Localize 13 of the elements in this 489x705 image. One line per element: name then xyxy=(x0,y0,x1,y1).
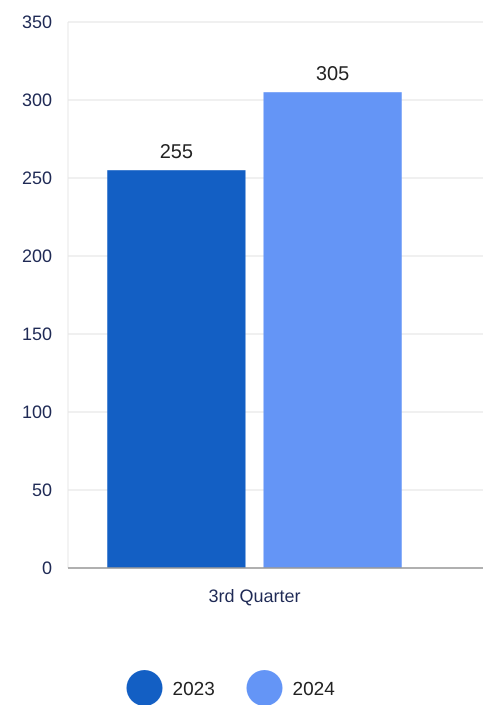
data-label: 305 xyxy=(316,63,350,86)
legend-label: 2024 xyxy=(292,679,336,700)
y-tick-label: 300 xyxy=(22,90,52,110)
y-tick-label: 100 xyxy=(22,402,52,422)
x-tick-label: 3rd Quarter xyxy=(208,586,301,606)
y-tick-label: 250 xyxy=(22,168,52,188)
data-label: 255 xyxy=(160,141,194,164)
y-tick-label: 0 xyxy=(42,558,52,578)
y-tick-label: 200 xyxy=(22,246,52,266)
y-tick-label: 150 xyxy=(22,324,52,344)
y-tick-label: 350 xyxy=(22,12,52,32)
y-tick-label: 50 xyxy=(32,480,52,500)
legend-label: 2023 xyxy=(172,679,215,700)
